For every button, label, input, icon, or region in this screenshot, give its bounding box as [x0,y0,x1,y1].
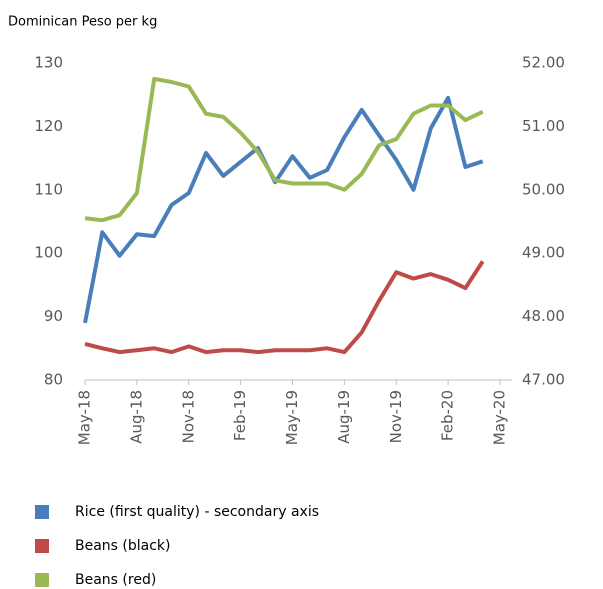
y-tick-label: 90 [44,307,63,325]
y2-tick-label: 49.00 [522,244,565,262]
x-tick-label: Feb-19 [231,390,249,441]
y-tick-label: 100 [34,244,63,262]
series-line [83,95,484,324]
legend-label: Beans (red) [75,572,156,588]
y2-tick-label: 50.00 [522,180,565,198]
y-tick-label: 130 [34,54,63,72]
x-tick-label: Feb-20 [439,390,457,441]
y2-tick-label: 51.00 [522,117,565,135]
x-tick-label: Aug-19 [335,390,353,444]
x-tick-label: May-18 [76,390,94,445]
series-line [84,76,484,223]
x-tick-label: May-20 [491,390,509,445]
legend-swatch [35,573,49,587]
y2-tick-label: 52.00 [522,54,565,72]
legend-label: Rice (first quality) - secondary axis [75,504,319,520]
y-tick-label: 80 [44,371,63,389]
x-tick-label: Nov-19 [387,390,405,443]
y2-tick-label: 47.00 [522,371,565,389]
legend-swatch [35,539,49,553]
x-tick-label: Aug-18 [127,390,145,444]
x-tick-label: May-19 [283,390,301,445]
y-tick-label: 120 [34,117,63,135]
y2-tick-label: 48.00 [522,307,565,325]
x-tick-label: Nov-18 [179,390,197,443]
legend-label: Beans (black) [75,538,171,554]
chart-title: Dominican Peso per kg [8,15,157,30]
y-tick-label: 110 [34,180,63,198]
series-line [84,260,485,355]
legend-swatch [35,505,49,519]
